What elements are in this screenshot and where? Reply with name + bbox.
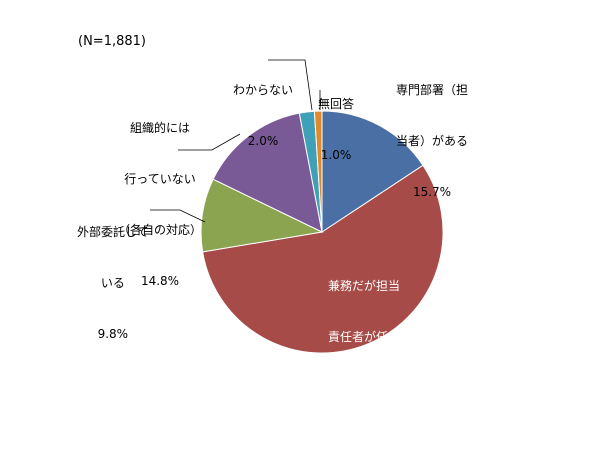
slice-label-4: 組織的には 行っていない （各自の対応） 14.8% xyxy=(118,121,203,288)
sample-size-label: (N=1,881) xyxy=(78,34,146,49)
leader-line-gaibu xyxy=(150,209,206,223)
slice-label-1: 専門部署（担 当者）がある 15.7% xyxy=(396,83,469,199)
leader-lines xyxy=(150,59,321,223)
slice-label-5: わからない 2.0% xyxy=(233,83,294,148)
pie-slices xyxy=(200,110,444,354)
pie-slice-3 xyxy=(200,178,324,253)
pie-slice-4 xyxy=(212,112,323,233)
leader-line-soshiki xyxy=(178,133,241,151)
slice-label-3: 外部委託して いる 9.8% xyxy=(77,225,149,341)
leader-line-wakaranai xyxy=(268,59,313,111)
pie-slice-6 xyxy=(313,110,323,233)
slice-label-6: 無回答 1.0% xyxy=(318,97,355,162)
pie-slice-2 xyxy=(202,164,444,354)
pie-chart xyxy=(150,59,444,354)
pie-slice-1 xyxy=(321,110,424,233)
slice-label-2: 兼務だが担当 責任者が任命 されている 56.6% xyxy=(328,279,401,446)
